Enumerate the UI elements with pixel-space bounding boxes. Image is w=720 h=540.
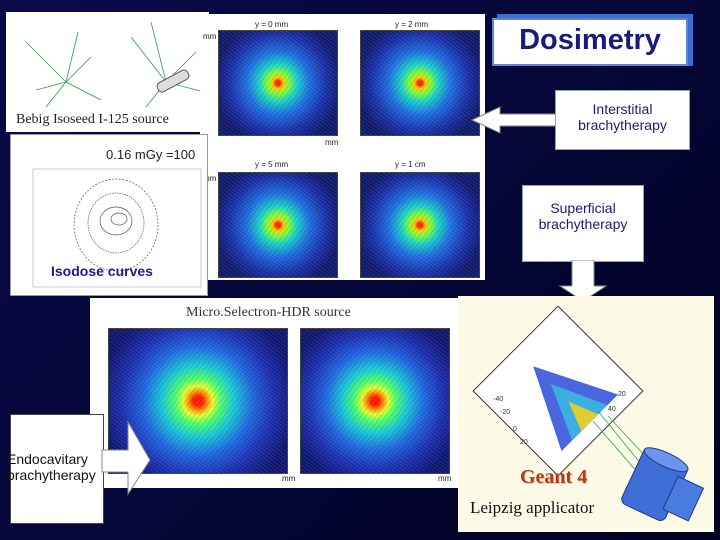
svg-text:20: 20: [520, 439, 528, 446]
heatmap-y2: [360, 30, 480, 136]
superficial-callout: Superficial brachytherapy: [522, 185, 644, 262]
heatmap-y5: [218, 172, 338, 278]
plot-title-y5: y = 5 mm: [255, 160, 289, 169]
interstitial-callout: Interstitial brachytherapy: [555, 90, 690, 150]
heatmap-y0: [218, 30, 338, 136]
page-title: Dosimetry: [519, 24, 661, 56]
svg-text:-40: -40: [493, 396, 503, 403]
axis-unit: mm: [325, 138, 339, 147]
isodose-contours: [32, 168, 202, 288]
leipzig-panel: -40 -20 0 20 40 20 Geant 4 Leipzig applicato…: [458, 296, 714, 532]
svg-text:20: 20: [618, 391, 626, 398]
right-arrow-icon: [101, 420, 151, 496]
plot-title-y0: y = 0 mm: [255, 20, 289, 29]
axis-unit: mm: [203, 174, 217, 183]
isodose-panel: 0.16 mGy =100 Isodose curves: [10, 134, 208, 296]
axis-unit: mm: [438, 474, 452, 483]
seed-source-drawing: [25, 21, 205, 108]
microselectron-label: Micro.Selectron-HDR source: [186, 305, 351, 320]
bebig-source-label: Bebig Isoseed I-125 source: [16, 112, 169, 127]
heatmap-grid-top: y = 0 mm y = 2 mm mm mm y = 5 mm y = 1 c…: [200, 14, 485, 280]
dose-rate-label: 0.16 mGy =100: [106, 147, 196, 162]
down-arrow-icon: [558, 260, 608, 302]
svg-text:-20: -20: [500, 409, 510, 416]
leipzig-applicator-drawing: -40 -20 0 20 40 20: [472, 305, 705, 522]
axis-unit: mm: [282, 474, 296, 483]
interstitial-label-line1: Interstitial: [592, 101, 653, 117]
leipzig-applicator-label: Leipzig applicator: [470, 498, 595, 517]
superficial-label-line1: Superficial: [550, 200, 616, 216]
endocavitary-callout: Endocavitary brachytherapy: [7, 414, 104, 524]
geant4-label: Geant 4: [520, 466, 588, 488]
interstitial-label-line2: brachytherapy: [578, 117, 667, 133]
heatmap-y1cm: [360, 172, 480, 278]
svg-text:0: 0: [513, 426, 517, 433]
plot-title-y1cm: y = 1 cm: [395, 160, 426, 169]
isodose-curves-label: Isodose curves: [51, 263, 153, 279]
title-box-inner: [492, 18, 688, 66]
endocavitary-label-line2: brachytherapy: [7, 467, 96, 483]
seed-source-panel: Bebig Isoseed I-125 source: [6, 12, 209, 132]
svg-text:40: 40: [608, 406, 616, 413]
heatmap-hdr-right: [300, 328, 450, 474]
plot-title-y2: y = 2 mm: [395, 20, 429, 29]
endocavitary-label-line1: Endocavitary: [7, 451, 88, 467]
superficial-label-line2: brachytherapy: [538, 216, 628, 232]
axis-unit: mm: [203, 32, 217, 41]
